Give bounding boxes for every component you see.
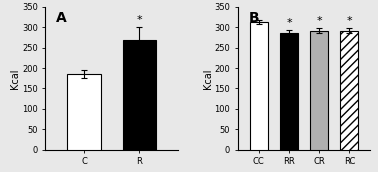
Text: B: B — [248, 11, 259, 25]
Text: *: * — [347, 16, 352, 26]
Bar — [250, 22, 268, 150]
Bar — [280, 33, 298, 150]
Text: *: * — [316, 16, 322, 26]
Bar — [310, 31, 328, 150]
Bar — [68, 74, 101, 150]
Text: *: * — [136, 15, 142, 25]
Text: A: A — [56, 11, 67, 25]
Text: *: * — [286, 18, 292, 28]
Y-axis label: Kcal: Kcal — [11, 68, 20, 89]
Bar — [340, 31, 358, 150]
Y-axis label: Kcal: Kcal — [203, 68, 213, 89]
Bar — [123, 40, 156, 150]
